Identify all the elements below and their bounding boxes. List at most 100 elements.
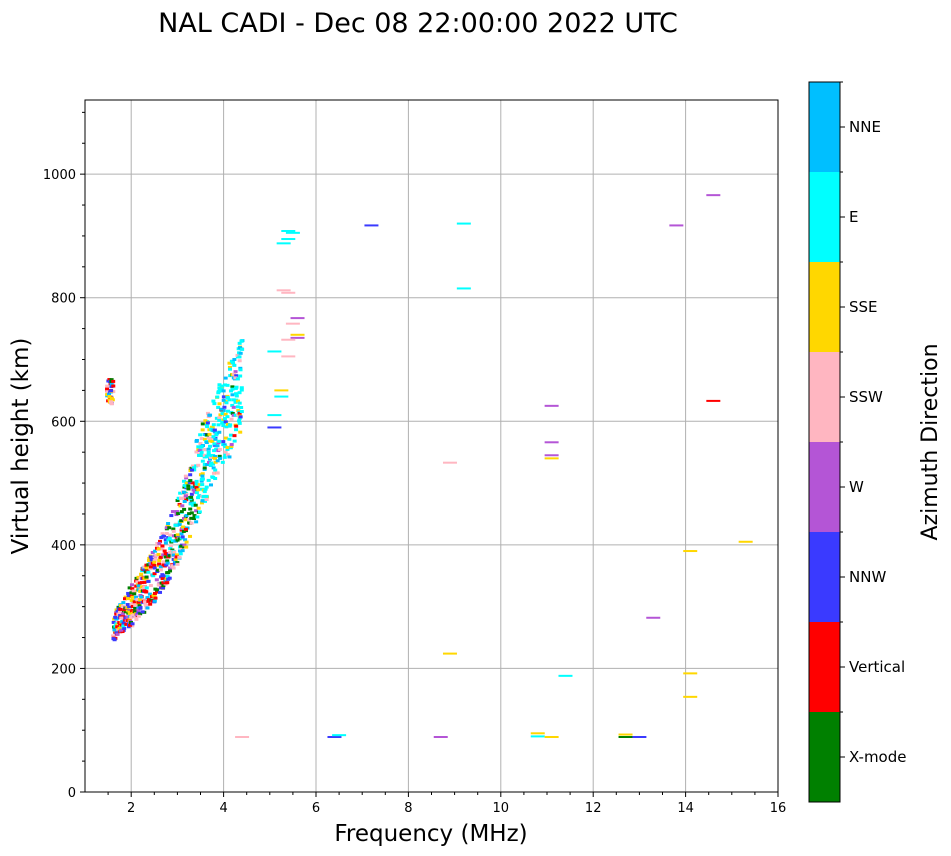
echo-mark [213,477,218,481]
echo-mark [155,588,160,592]
echo-mark [136,608,141,612]
colorbar-title: Azimuth Direction [918,343,943,540]
echo-mark [139,572,144,576]
echo-mark [173,523,178,527]
echo-mark [217,416,222,420]
echo-mark [188,534,193,538]
echo-mark [237,359,242,363]
echo-mark [221,408,226,412]
echo-mark [194,439,199,443]
echo-mark [238,415,243,419]
echo-mark [128,623,133,627]
echo-mark [210,440,215,444]
echo-mark [125,615,130,619]
echo-mark [204,441,209,445]
echo-mark [175,562,180,566]
echo-mark [200,472,205,476]
echo-mark [203,487,208,491]
echo-mark [239,339,244,343]
echo-mark [205,411,210,415]
echo-mark [205,433,210,437]
echo-mark [175,533,180,537]
y-tick-label: 1000 [43,168,76,183]
echo-mark [109,396,114,400]
echo-mark [161,584,166,588]
x-tick-label: 16 [770,801,787,816]
echo-mark [109,402,114,406]
echo-mark [228,389,233,393]
echo-mark [231,413,236,417]
echo-mark [129,602,134,606]
echo-mark [144,590,149,594]
echo-mark [167,536,172,540]
echo-mark [207,413,212,417]
echo-mark [205,463,210,467]
echo-mark [211,471,216,475]
echo-mark [205,425,210,429]
echo-mark [223,450,228,454]
echo-mark [192,517,197,521]
echo-mark [148,602,153,606]
x-tick-label: 6 [312,801,320,816]
echo-mark [232,357,237,361]
echo-mark [230,387,235,391]
echo-mark [219,407,224,411]
echo-mark [183,474,188,478]
echo-mark [214,447,219,451]
echo-mark [135,580,140,584]
echo-mark [204,494,209,498]
echo-mark [162,534,167,538]
echo-mark [138,593,143,597]
echo-mark [152,599,157,603]
echo-mark [136,614,141,618]
echo-mark [202,466,207,470]
plot-frame [84,99,779,793]
echo-mark [211,423,216,427]
echo-mark [197,510,202,514]
echo-mark [186,487,191,491]
echo-mark [234,424,239,428]
echo-mark [229,417,234,421]
colorbar-segment-nnw [809,532,840,622]
echo-mark [153,557,158,561]
echo-mark [137,604,142,608]
echo-mark [199,451,204,455]
echo-mark [138,606,143,610]
echo-mark [124,622,129,626]
y-tick-label: 800 [51,292,76,307]
colorbar-label: SSE [849,298,878,316]
echo-mark [202,437,207,441]
echo-mark [142,565,147,569]
echo-mark [138,588,143,592]
echo-mark [215,471,220,475]
echo-mark [111,379,116,383]
echo-mark [212,430,217,434]
echo-mark [212,402,217,406]
echo-mark [186,496,191,500]
echo-mark [121,601,126,605]
echo-mark [146,579,151,583]
echo-mark [157,542,162,546]
echo-mark [196,496,201,500]
echo-mark [218,413,223,417]
echo-mark [205,421,210,425]
echo-mark [236,409,241,413]
echo-mark [227,437,232,441]
echo-mark [198,433,203,437]
echo-mark [220,420,225,424]
x-tick-label: 10 [493,801,510,816]
echo-mark [182,500,187,504]
echo-mark [161,553,166,557]
x-tick-label: 12 [585,801,602,816]
echo-mark [200,428,205,432]
echo-mark [217,454,222,458]
echo-mark [108,400,113,404]
echo-mark [184,540,189,544]
echo-mark [199,501,204,505]
echo-mark [140,610,145,614]
echo-mark [163,555,168,559]
echo-mark [128,612,133,616]
echo-mark [125,603,130,607]
y-axis-label: Virtual height (km) [8,338,34,555]
echo-mark [163,579,168,583]
